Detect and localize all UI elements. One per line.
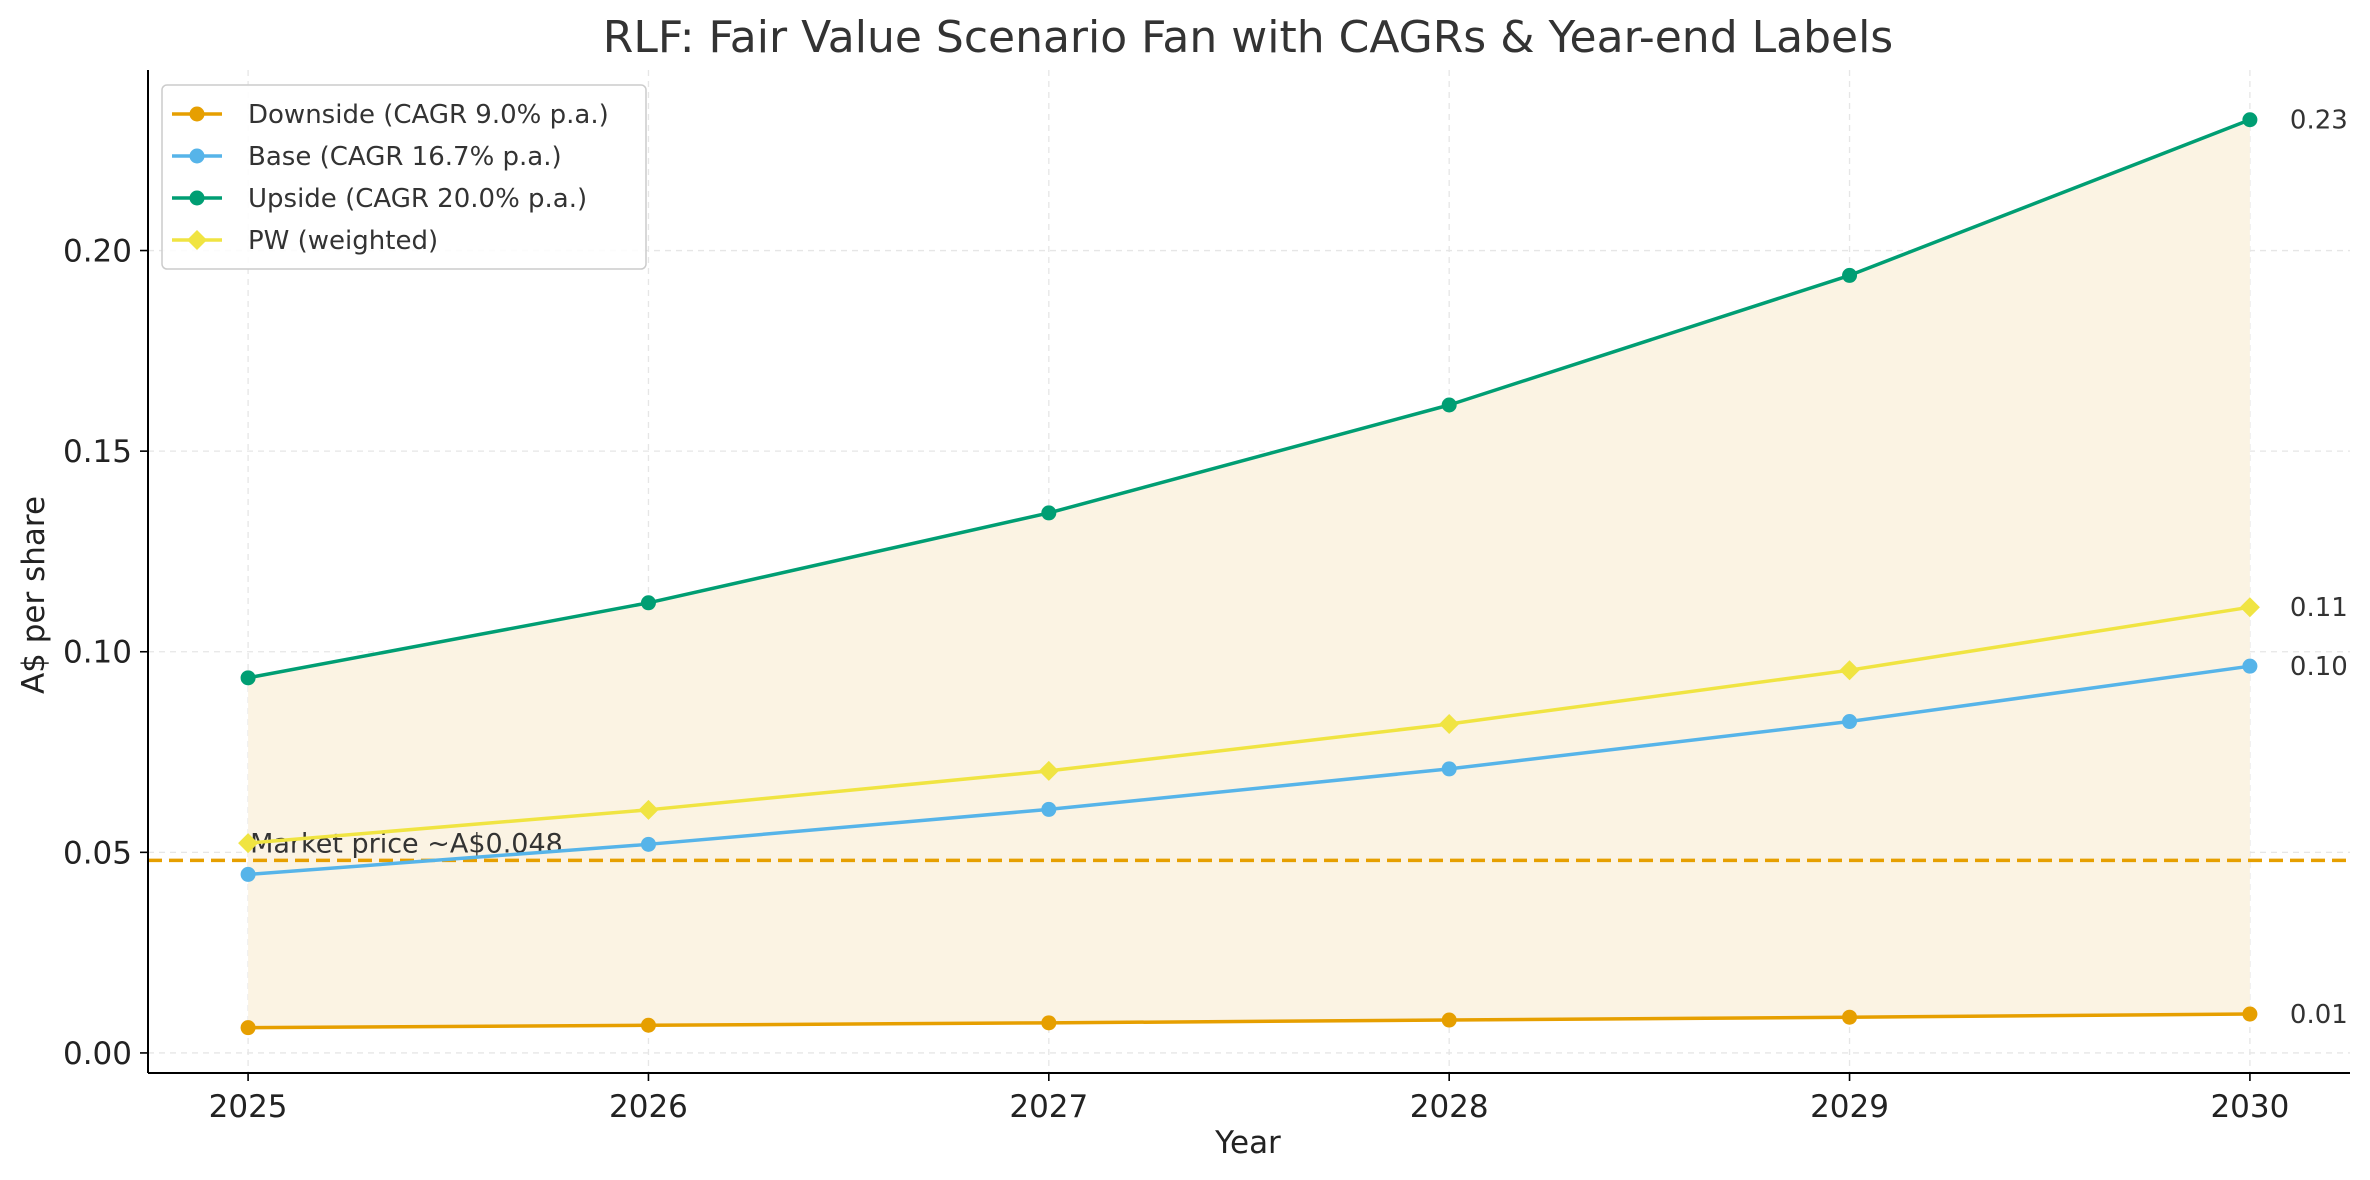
chart-title: RLF: Fair Value Scenario Fan with CAGRs … <box>603 12 1893 63</box>
point-pw <box>1038 760 1059 781</box>
end-label-upside: 0.23 <box>2290 106 2348 136</box>
point-pw <box>1839 660 1860 681</box>
legend-entry-pw: PW (weighted) <box>248 226 438 256</box>
point-pw <box>238 833 259 854</box>
point-base <box>640 836 656 852</box>
y-tick-label: 0.10 <box>63 635 132 671</box>
point-upside <box>1842 267 1858 283</box>
series-line-pw <box>247 605 2251 845</box>
point-upside <box>2242 112 2258 128</box>
point-downside <box>240 1020 256 1036</box>
axes-layer <box>147 70 2350 1074</box>
point-pw <box>638 799 659 820</box>
x-tick-label: 2029 <box>1810 1089 1889 1125</box>
point-downside <box>1441 1012 1457 1028</box>
y-tick-label: 0.00 <box>63 1036 132 1072</box>
point-upside <box>1041 505 1057 521</box>
y-axis-label: A$ per share <box>16 496 52 694</box>
series-line-base <box>247 664 2251 877</box>
point-downside <box>1842 1009 1858 1025</box>
point-downside <box>2242 1006 2258 1022</box>
point-downside <box>1041 1015 1057 1031</box>
x-axis-label: Year <box>1214 1125 1281 1161</box>
point-base <box>2242 658 2258 674</box>
point-base <box>1041 801 1057 817</box>
point-base <box>240 866 256 882</box>
legend-entry-downside: Downside (CAGR 9.0% p.a.) <box>248 100 609 130</box>
legend-entry-base: Base (CAGR 16.7% p.a.) <box>248 142 562 172</box>
x-tick-label: 2026 <box>609 1089 688 1125</box>
point-pw <box>2239 597 2260 618</box>
legend-swatch-marker <box>189 106 205 122</box>
ticks-layer: 2025 2026 2027 2028 2029 2030 0.00 0.05 0.10 0.15… <box>63 234 2289 1125</box>
series-line-downside <box>248 1012 2250 1030</box>
point-downside <box>640 1017 656 1033</box>
y-tick-label: 0.15 <box>63 434 132 470</box>
x-tick-label: 2025 <box>209 1089 288 1125</box>
series-layer <box>238 112 2260 1036</box>
x-tick-label: 2030 <box>2210 1089 2289 1125</box>
legend: Downside (CAGR 9.0% p.a.) Base (CAGR 16.7… <box>161 84 647 270</box>
series-line-upside <box>247 118 2251 680</box>
point-pw <box>1439 713 1460 734</box>
end-label-pw: 0.11 <box>2290 593 2348 623</box>
point-upside <box>640 595 656 611</box>
end-label-downside: 0.01 <box>2290 1000 2348 1030</box>
x-tick-label: 2027 <box>1009 1089 1088 1125</box>
y-tick-label: 0.20 <box>63 234 132 270</box>
point-upside <box>240 670 256 686</box>
reference-line-layer: Market price ~A$0.048 <box>148 828 2350 863</box>
point-base <box>1842 714 1858 730</box>
legend-swatch-marker <box>187 230 207 250</box>
end-label-layer: 0.01 0.10 0.23 0.11 <box>2290 106 2348 1030</box>
legend-entry-upside: Upside (CAGR 20.0% p.a.) <box>248 184 587 214</box>
point-upside <box>1441 397 1457 413</box>
legend-box <box>161 84 647 270</box>
y-tick-label: 0.05 <box>63 835 132 871</box>
legend-swatch-marker <box>189 190 205 206</box>
x-tick-label: 2028 <box>1410 1089 1489 1125</box>
legend-swatch-marker <box>189 148 205 164</box>
end-label-base: 0.10 <box>2290 652 2348 682</box>
point-base <box>1441 761 1457 777</box>
